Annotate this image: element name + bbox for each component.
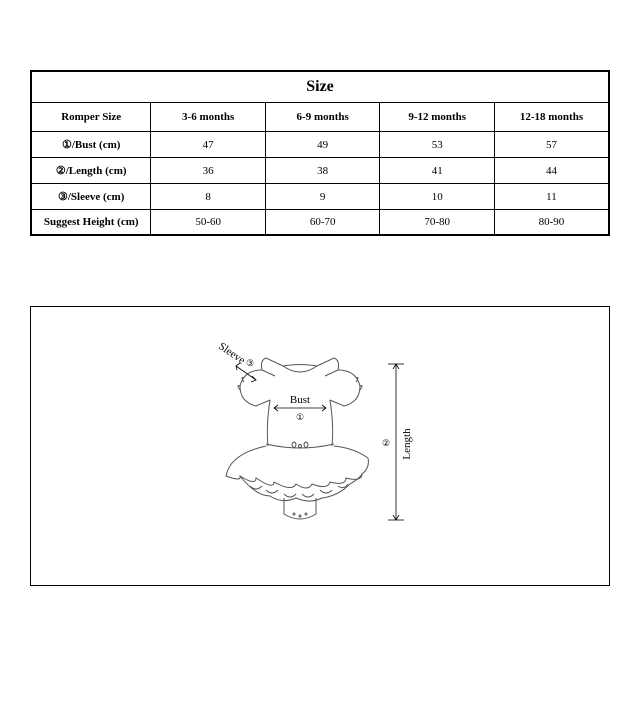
col-header: 6-9 months — [265, 103, 380, 132]
sleeve-marker: ③ — [246, 358, 254, 368]
bust-label: Bust — [290, 394, 310, 406]
table-row: ③/Sleeve (cm) 8 9 10 11 — [31, 184, 609, 210]
cell: 36 — [151, 158, 266, 184]
cell: 9 — [265, 184, 380, 210]
bust-marker: ① — [296, 412, 304, 422]
row-label: ③/Sleeve (cm) — [31, 184, 151, 210]
cell: 44 — [494, 158, 609, 184]
row-label: Suggest Height (cm) — [31, 210, 151, 236]
cell: 50-60 — [151, 210, 266, 236]
measurement-diagram-frame: Bust ① Sleeve ③ Length ② — [30, 306, 610, 586]
cell: 80-90 — [494, 210, 609, 236]
col-header: 3-6 months — [151, 103, 266, 132]
size-chart-table: Size Romper Size 3-6 months 6-9 months 9… — [30, 70, 610, 236]
cell: 47 — [151, 132, 266, 158]
col-header: 9-12 months — [380, 103, 495, 132]
cell: 57 — [494, 132, 609, 158]
cell: 70-80 — [380, 210, 495, 236]
romper-outline — [226, 358, 368, 519]
sleeve-label: Sleeve — [216, 340, 247, 366]
romper-diagram: Bust ① Sleeve ③ Length ② — [170, 336, 470, 556]
table-row: ②/Length (cm) 36 38 41 44 — [31, 158, 609, 184]
cell: 10 — [380, 184, 495, 210]
cell: 38 — [265, 158, 380, 184]
length-label: Length — [401, 428, 413, 460]
row-label-header: Romper Size — [31, 103, 151, 132]
cell: 53 — [380, 132, 495, 158]
col-header: 12-18 months — [494, 103, 609, 132]
table-title: Size — [31, 71, 609, 103]
cell: 41 — [380, 158, 495, 184]
table-row: Suggest Height (cm) 50-60 60-70 70-80 80… — [31, 210, 609, 236]
length-marker: ② — [382, 438, 390, 448]
cell: 8 — [151, 184, 266, 210]
cell: 49 — [265, 132, 380, 158]
row-label: ②/Length (cm) — [31, 158, 151, 184]
cell: 11 — [494, 184, 609, 210]
row-label: ①/Bust (cm) — [31, 132, 151, 158]
cell: 60-70 — [265, 210, 380, 236]
table-row: ①/Bust (cm) 47 49 53 57 — [31, 132, 609, 158]
